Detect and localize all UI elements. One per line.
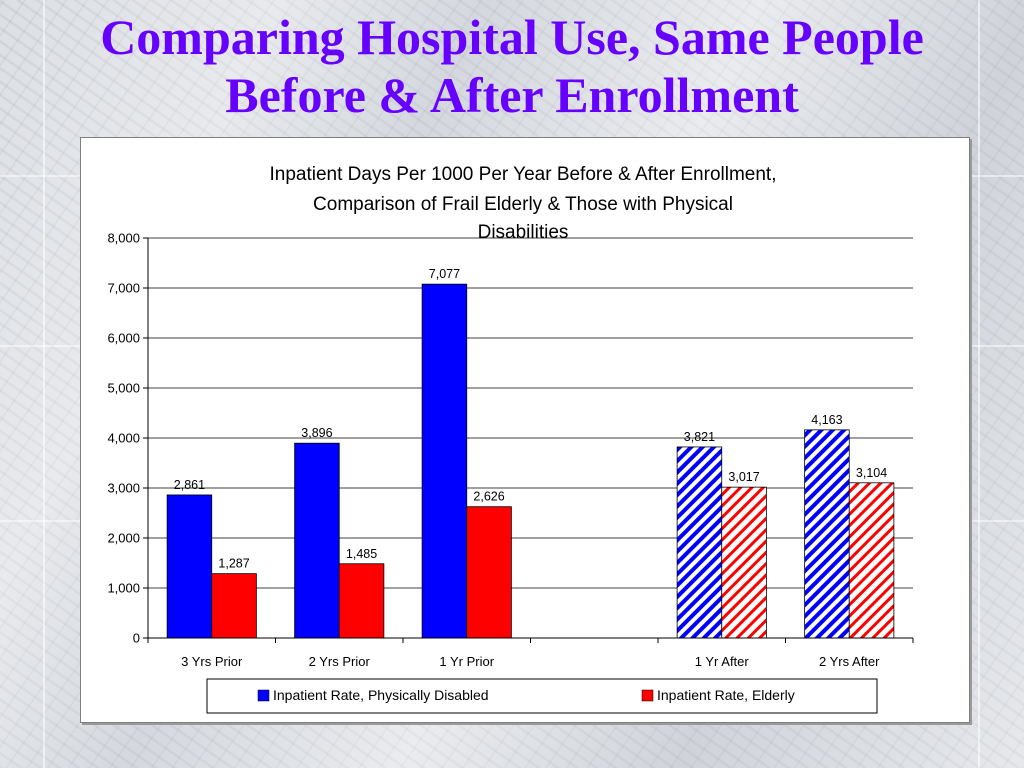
x-category-label: 1 Yr After <box>695 654 750 669</box>
bar-physically-disabled <box>166 494 213 639</box>
x-category-label: 2 Yrs After <box>819 654 880 669</box>
data-label: 7,077 <box>429 267 460 281</box>
chart-frame: Inpatient Days Per 1000 Per Year Before … <box>80 137 970 723</box>
y-tick-label: 0 <box>133 631 140 646</box>
legend-swatch-physically-disabled <box>257 689 270 702</box>
data-label: 3,821 <box>684 430 715 444</box>
y-tick-label: 7,000 <box>107 281 140 296</box>
bar-elderly <box>338 563 385 639</box>
data-label: 3,017 <box>728 470 759 484</box>
bar-physically-disabled <box>804 429 850 639</box>
bar-elderly <box>466 506 512 639</box>
bars <box>166 283 895 639</box>
y-tick-label: 5,000 <box>107 381 140 396</box>
data-label: 2,861 <box>174 478 205 492</box>
bar-elderly <box>211 573 257 639</box>
chart-title: Inpatient Days Per 1000 Per Year Before … <box>270 164 777 243</box>
data-label: 4,163 <box>811 413 842 427</box>
bar-elderly <box>848 482 895 639</box>
legend-box <box>206 678 878 714</box>
y-axis: 0 1,000 2,000 3,000 4,000 5,000 6,000 7,000 8,00… <box>107 231 149 646</box>
data-label: 3,104 <box>856 466 887 480</box>
bar-physically-disabled <box>676 446 723 639</box>
x-category-label: 1 Yr Prior <box>439 654 494 669</box>
y-tick-label: 2,000 <box>107 531 140 546</box>
y-tick-label: 6,000 <box>107 331 140 346</box>
y-tick-label: 1,000 <box>107 581 140 596</box>
data-label: 2,626 <box>473 490 504 504</box>
gridlines <box>148 237 913 589</box>
bar-elderly <box>721 486 767 639</box>
bar-chart: Inpatient Days Per 1000 Per Year Before … <box>107 164 914 714</box>
chart-title-line-1: Inpatient Days Per 1000 Per Year Before … <box>270 164 777 185</box>
legend: Inpatient Rate, Physically Disabled Inpa… <box>206 678 878 714</box>
bar-physically-disabled <box>294 442 340 639</box>
legend-label-physically-disabled: Inpatient Rate, Physically Disabled <box>273 687 489 703</box>
x-category-label: 2 Yrs Prior <box>309 654 371 669</box>
legend-label-elderly: Inpatient Rate, Elderly <box>657 687 795 703</box>
x-axis: 3 Yrs Prior 2 Yrs Prior 1 Yr Prior 1 Yr Aft… <box>147 637 914 669</box>
data-label: 3,896 <box>301 426 332 440</box>
legend-swatch-elderly <box>641 689 654 702</box>
slide-title-line-2: Before & After Enrollment <box>225 67 799 123</box>
slide-title-line-1: Comparing Hospital Use, Same People <box>100 9 924 65</box>
chart-title-line-2: Comparison of Frail Elderly & Those with… <box>313 194 733 215</box>
bar-physically-disabled <box>421 283 468 639</box>
slide-title: Comparing Hospital Use, Same People Befo… <box>0 8 1024 124</box>
x-category-label: 3 Yrs Prior <box>181 654 243 669</box>
chart-title-line-3: Disabilities <box>478 222 569 243</box>
y-tick-label: 4,000 <box>107 431 140 446</box>
data-labels: 2,861 1,287 3,896 1,485 7,077 2,626 3,821 3,017… <box>174 267 887 571</box>
y-tick-label: 3,000 <box>107 481 140 496</box>
y-tick-label: 8,000 <box>107 231 140 246</box>
data-label: 1,485 <box>346 547 377 561</box>
data-label: 1,287 <box>218 557 249 571</box>
